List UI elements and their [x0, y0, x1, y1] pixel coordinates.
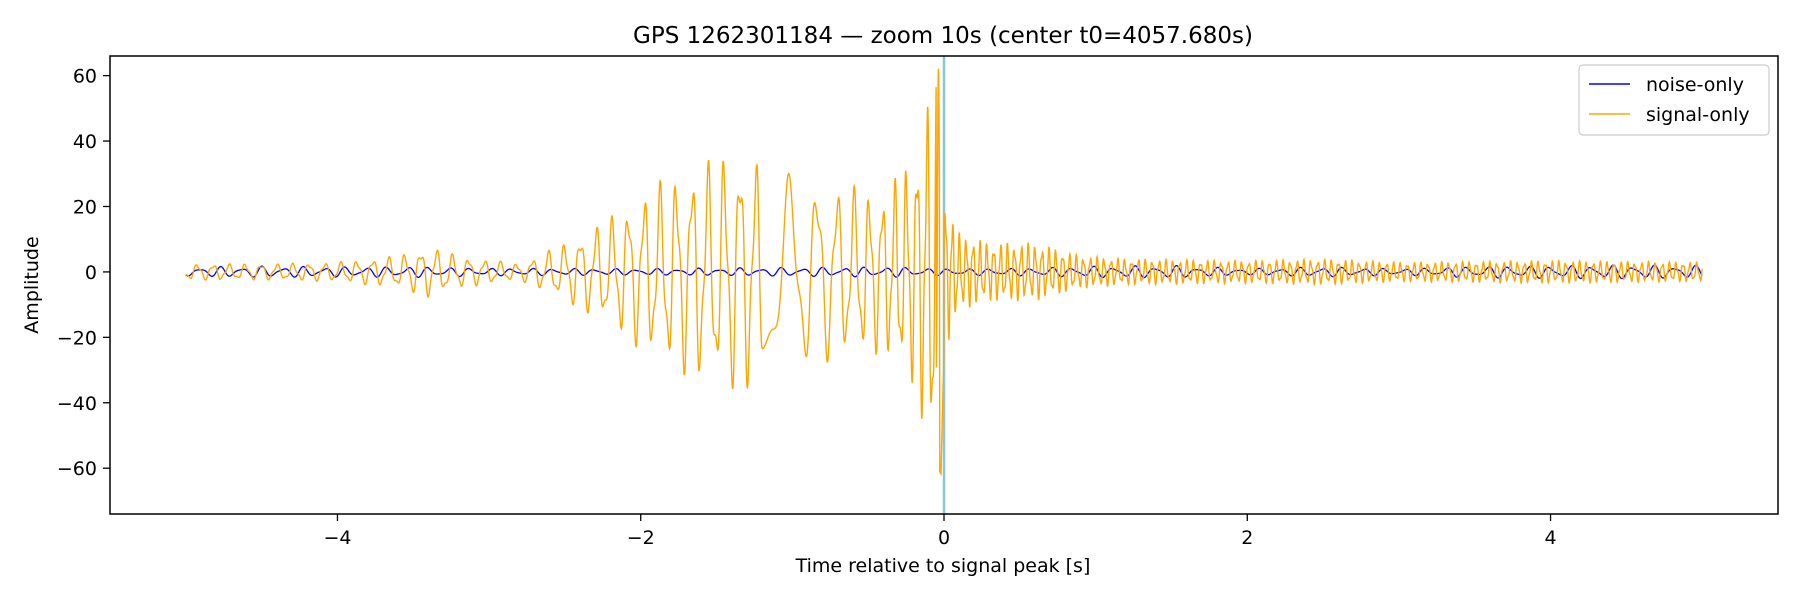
legend-label-noise-only: noise-only: [1646, 74, 1744, 96]
series-line-signal-only: [185, 68, 1703, 477]
legend-box: [1578, 64, 1770, 136]
x-tick-label: −2: [627, 527, 655, 549]
y-tick-label: −40: [57, 393, 97, 415]
y-tick-label: −20: [57, 327, 97, 349]
series-layer: [185, 68, 1703, 477]
x-axis-label: Time relative to signal peak [s]: [795, 555, 1091, 577]
x-tick-label: −4: [323, 527, 351, 549]
legend: noise-only signal-only: [1578, 64, 1770, 136]
x-tick-label: 0: [938, 527, 950, 549]
y-axis: −60 −40 −20 0 20 40 60: [57, 66, 110, 480]
y-tick-label: 0: [85, 262, 97, 284]
y-tick-label: 20: [73, 196, 97, 218]
x-tick-label: 2: [1241, 527, 1253, 549]
x-tick-label: 4: [1544, 527, 1556, 549]
y-tick-label: 60: [73, 66, 97, 88]
x-axis: −4 −2 0 2 4: [323, 514, 1557, 549]
y-tick-label: 40: [73, 131, 97, 153]
legend-label-signal-only: signal-only: [1646, 104, 1750, 126]
chart-title: GPS 1262301184 — zoom 10s (center t0=405…: [633, 23, 1253, 49]
y-tick-label: −60: [57, 458, 97, 480]
y-axis-label: Amplitude: [21, 236, 43, 333]
